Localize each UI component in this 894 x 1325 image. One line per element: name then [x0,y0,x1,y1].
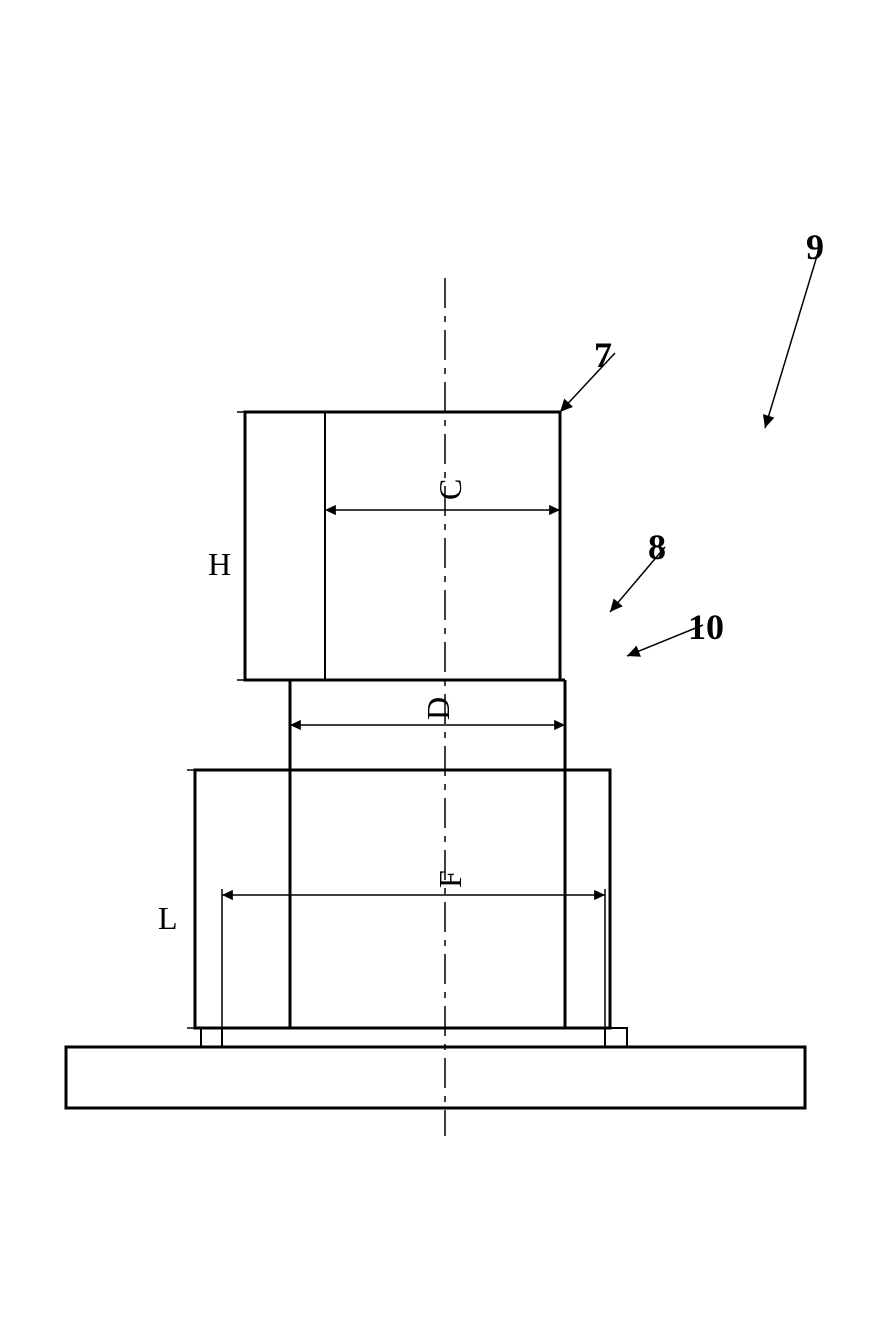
ref-label-9: 9 [806,226,824,268]
dim-label-H: H [208,546,231,583]
dim-label-C: C [432,479,469,500]
dim-label-D: D [420,697,457,720]
ref-label-10: 10 [688,606,724,648]
ref-label-8: 8 [648,526,666,568]
dim-label-F: F [432,870,469,888]
dim-label-L: L [158,900,178,937]
ref-label-7: 7 [594,334,612,376]
